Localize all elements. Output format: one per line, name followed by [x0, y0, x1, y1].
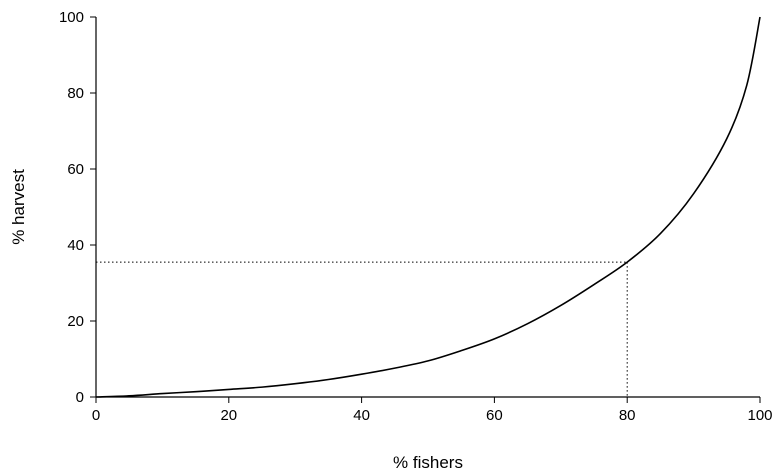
x-tick-label: 60	[486, 407, 503, 424]
x-tick-label: 100	[747, 407, 772, 424]
x-tick-label: 0	[92, 407, 100, 424]
x-axis-title: % fishers	[393, 453, 463, 472]
y-axis-title: % harvest	[9, 169, 28, 245]
x-tick-label: 40	[353, 407, 370, 424]
y-tick-label: 40	[67, 237, 84, 254]
x-tick-label: 80	[619, 407, 636, 424]
x-tick-label: 20	[220, 407, 237, 424]
y-tick-label: 100	[59, 9, 84, 26]
x-axis-ticks: 0 20 40 60 80 100	[92, 397, 773, 424]
y-tick-label: 0	[76, 389, 84, 406]
y-tick-label: 60	[67, 161, 84, 178]
axes	[95, 17, 760, 398]
plot-area	[95, 16, 761, 398]
series-line	[95, 16, 761, 398]
y-tick-label: 80	[67, 85, 84, 102]
y-axis-ticks: 0 20 40 60 80 100	[59, 9, 96, 406]
y-tick-label: 20	[67, 313, 84, 330]
